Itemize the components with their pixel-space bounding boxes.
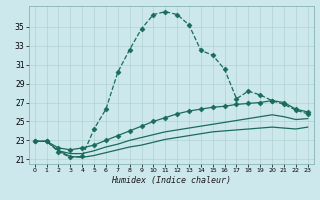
- X-axis label: Humidex (Indice chaleur): Humidex (Indice chaleur): [111, 176, 231, 185]
